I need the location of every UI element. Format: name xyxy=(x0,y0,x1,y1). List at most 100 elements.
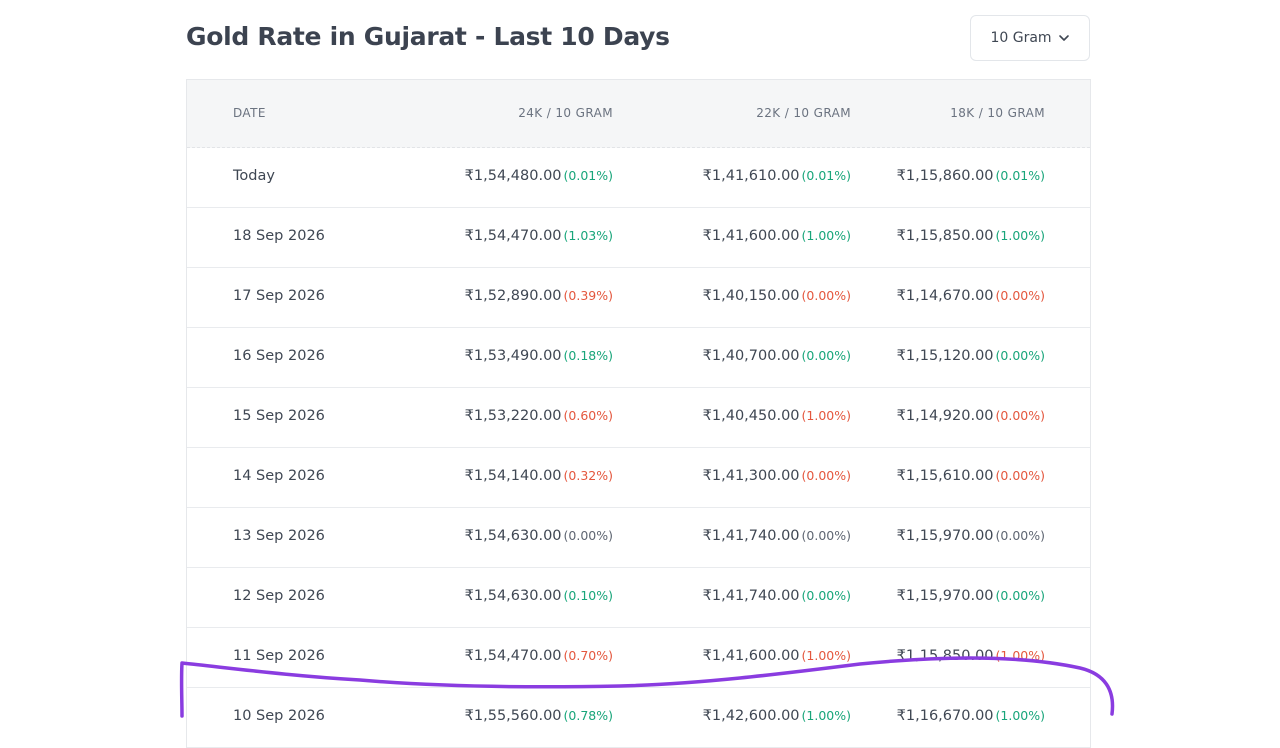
rate-18k-price: ₹1,16,670.00 xyxy=(896,708,994,724)
rate-18k-change: (0.01%) xyxy=(995,168,1045,183)
page-title: Gold Rate in Gujarat - Last 10 Days xyxy=(186,22,670,51)
rate-22k: ₹1,40,450.00 (1.00%) xyxy=(703,408,851,424)
rate-24k-change: (0.78%) xyxy=(563,708,613,723)
rate-22k-change: (0.00%) xyxy=(801,528,851,543)
header-date: DATE xyxy=(233,106,266,120)
row-date: 11 Sep 2026 xyxy=(233,648,325,664)
rate-18k-change: (0.00%) xyxy=(995,288,1045,303)
rate-22k-price: ₹1,40,150.00 xyxy=(702,288,800,304)
rate-18k-price: ₹1,14,920.00 xyxy=(896,408,994,424)
rate-18k: ₹1,15,610.00 (0.00%) xyxy=(897,468,1045,484)
rate-18k-price: ₹1,15,860.00 xyxy=(896,168,994,184)
row-date: 18 Sep 2026 xyxy=(233,228,325,244)
rate-18k-change: (0.00%) xyxy=(995,528,1045,543)
rate-22k: ₹1,41,600.00 (1.00%) xyxy=(703,648,851,664)
rate-18k: ₹1,15,120.00 (0.00%) xyxy=(897,348,1045,364)
rate-24k-change: (0.70%) xyxy=(563,648,613,663)
rate-24k: ₹1,53,490.00 (0.18%) xyxy=(465,348,613,364)
rate-18k-change: (0.00%) xyxy=(995,588,1045,603)
rate-22k-change: (1.00%) xyxy=(801,228,851,243)
rate-24k: ₹1,55,560.00 (0.78%) xyxy=(465,708,613,724)
table-row: 16 Sep 2026 ₹1,53,490.00 (0.18%) ₹1,40,700.… xyxy=(187,328,1090,388)
rate-18k-change: (0.00%) xyxy=(995,348,1045,363)
rate-22k-price: ₹1,40,450.00 xyxy=(702,408,800,424)
rate-22k: ₹1,41,740.00 (0.00%) xyxy=(703,528,851,544)
rate-22k-change: (0.00%) xyxy=(801,288,851,303)
table-row: 10 Sep 2026 ₹1,55,560.00 (0.78%) ₹1,42,600.… xyxy=(187,688,1090,748)
row-date: 16 Sep 2026 xyxy=(233,348,325,364)
rate-24k-change: (0.32%) xyxy=(563,468,613,483)
table-row: 13 Sep 2026 ₹1,54,630.00 (0.00%) ₹1,41,740.… xyxy=(187,508,1090,568)
rate-18k-price: ₹1,15,120.00 xyxy=(896,348,994,364)
rate-24k-price: ₹1,53,490.00 xyxy=(464,348,562,364)
rate-22k-change: (0.00%) xyxy=(801,348,851,363)
header-18k: 18K / 10 GRAM xyxy=(950,106,1045,120)
rate-22k: ₹1,42,600.00 (1.00%) xyxy=(703,708,851,724)
rate-24k-price: ₹1,54,470.00 xyxy=(464,228,562,244)
rate-22k-change: (0.01%) xyxy=(801,168,851,183)
table-row: 12 Sep 2026 ₹1,54,630.00 (0.10%) ₹1,41,740.… xyxy=(187,568,1090,628)
table-row: 15 Sep 2026 ₹1,53,220.00 (0.60%) ₹1,40,450.… xyxy=(187,388,1090,448)
row-date: Today xyxy=(233,168,275,184)
rate-24k-price: ₹1,54,480.00 xyxy=(464,168,562,184)
rate-24k: ₹1,54,630.00 (0.10%) xyxy=(465,588,613,604)
rate-18k-change: (1.00%) xyxy=(995,228,1045,243)
rate-22k-change: (1.00%) xyxy=(801,408,851,423)
table-header: DATE 24K / 10 GRAM 22K / 10 GRAM 18K / 1… xyxy=(187,80,1090,148)
rate-18k-price: ₹1,15,970.00 xyxy=(896,528,994,544)
rate-22k-change: (1.00%) xyxy=(801,648,851,663)
row-date: 17 Sep 2026 xyxy=(233,288,325,304)
rate-22k-price: ₹1,42,600.00 xyxy=(702,708,800,724)
rate-22k-change: (1.00%) xyxy=(801,708,851,723)
chevron-down-icon xyxy=(1058,35,1069,41)
rate-24k-price: ₹1,54,630.00 xyxy=(464,528,562,544)
rate-18k-price: ₹1,15,970.00 xyxy=(896,588,994,604)
rate-24k: ₹1,52,890.00 (0.39%) xyxy=(465,288,613,304)
rate-22k-price: ₹1,40,700.00 xyxy=(702,348,800,364)
rate-24k: ₹1,54,630.00 (0.00%) xyxy=(465,528,613,544)
rate-22k: ₹1,41,610.00 (0.01%) xyxy=(703,168,851,184)
rate-22k-change: (0.00%) xyxy=(801,468,851,483)
row-date: 12 Sep 2026 xyxy=(233,588,325,604)
unit-selector-dropdown[interactable]: 10 Gram xyxy=(970,15,1090,61)
gold-rate-table: DATE 24K / 10 GRAM 22K / 10 GRAM 18K / 1… xyxy=(186,79,1091,748)
rate-18k-price: ₹1,15,850.00 xyxy=(896,228,994,244)
row-date: 14 Sep 2026 xyxy=(233,468,325,484)
header-22k: 22K / 10 GRAM xyxy=(756,106,851,120)
rate-18k: ₹1,14,920.00 (0.00%) xyxy=(897,408,1045,424)
rate-24k-price: ₹1,54,470.00 xyxy=(464,648,562,664)
rate-18k-price: ₹1,15,610.00 xyxy=(896,468,994,484)
row-date: 15 Sep 2026 xyxy=(233,408,325,424)
rate-18k: ₹1,15,860.00 (0.01%) xyxy=(897,168,1045,184)
rate-24k-price: ₹1,54,140.00 xyxy=(464,468,562,484)
table-body: Today ₹1,54,480.00 (0.01%) ₹1,41,610.00 (0.0… xyxy=(187,148,1090,748)
rate-24k: ₹1,54,470.00 (0.70%) xyxy=(465,648,613,664)
rate-18k: ₹1,14,670.00 (0.00%) xyxy=(897,288,1045,304)
rate-24k: ₹1,54,480.00 (0.01%) xyxy=(465,168,613,184)
rate-24k-price: ₹1,54,630.00 xyxy=(464,588,562,604)
rate-18k-change: (1.00%) xyxy=(995,648,1045,663)
rate-24k-change: (0.60%) xyxy=(563,408,613,423)
rate-22k-price: ₹1,41,610.00 xyxy=(702,168,800,184)
rate-22k-price: ₹1,41,600.00 xyxy=(702,228,800,244)
row-date: 13 Sep 2026 xyxy=(233,528,325,544)
table-row: 17 Sep 2026 ₹1,52,890.00 (0.39%) ₹1,40,150.… xyxy=(187,268,1090,328)
rate-18k-change: (0.00%) xyxy=(995,468,1045,483)
table-row: 18 Sep 2026 ₹1,54,470.00 (1.03%) ₹1,41,600.… xyxy=(187,208,1090,268)
rate-18k: ₹1,15,850.00 (1.00%) xyxy=(897,648,1045,664)
rate-24k-change: (0.18%) xyxy=(563,348,613,363)
rate-18k: ₹1,16,670.00 (1.00%) xyxy=(897,708,1045,724)
rate-22k-price: ₹1,41,740.00 xyxy=(702,588,800,604)
rate-22k-price: ₹1,41,600.00 xyxy=(702,648,800,664)
rate-18k-change: (1.00%) xyxy=(995,708,1045,723)
rate-24k-change: (0.10%) xyxy=(563,588,613,603)
table-row: 11 Sep 2026 ₹1,54,470.00 (0.70%) ₹1,41,600.… xyxy=(187,628,1090,688)
rate-24k: ₹1,53,220.00 (0.60%) xyxy=(465,408,613,424)
rate-22k-change: (0.00%) xyxy=(801,588,851,603)
rate-22k: ₹1,41,740.00 (0.00%) xyxy=(703,588,851,604)
rate-18k-price: ₹1,14,670.00 xyxy=(896,288,994,304)
rate-18k-change: (0.00%) xyxy=(995,408,1045,423)
rate-18k: ₹1,15,850.00 (1.00%) xyxy=(897,228,1045,244)
rate-24k: ₹1,54,140.00 (0.32%) xyxy=(465,468,613,484)
header-24k: 24K / 10 GRAM xyxy=(518,106,613,120)
